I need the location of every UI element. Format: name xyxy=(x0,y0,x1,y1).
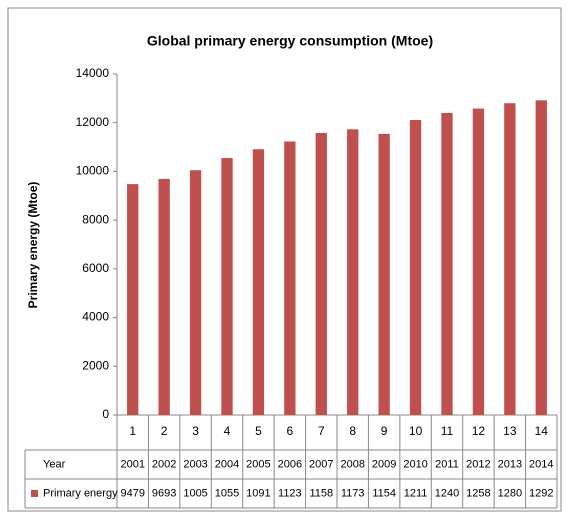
table-value: 1173 xyxy=(341,487,365,499)
table-year: 2012 xyxy=(466,458,490,470)
table-value: 1091 xyxy=(246,487,270,499)
bar xyxy=(221,158,233,415)
x-tick-label: 6 xyxy=(287,424,294,438)
table-value: 1258 xyxy=(466,487,490,499)
x-tick-label: 4 xyxy=(224,424,231,438)
x-tick-label: 9 xyxy=(381,424,388,438)
table-value: 1280 xyxy=(498,487,522,499)
x-tick-label: 1 xyxy=(129,424,136,438)
y-tick-label: 14000 xyxy=(76,66,110,80)
y-tick-label: 12000 xyxy=(76,115,110,129)
bar xyxy=(158,178,170,415)
table-row-label: Year xyxy=(43,458,66,470)
bar xyxy=(378,133,390,415)
table-year: 2005 xyxy=(246,458,270,470)
x-tick-label: 3 xyxy=(192,424,199,438)
bar xyxy=(252,149,265,416)
table-year: 2006 xyxy=(278,458,302,470)
bar xyxy=(347,129,359,415)
x-tick-label: 12 xyxy=(472,424,486,438)
table-value: 1292 xyxy=(529,487,553,499)
table-year: 2003 xyxy=(183,458,207,470)
y-axis-label: Primary energy (Mtoe) xyxy=(26,182,40,309)
x-tick-label: 13 xyxy=(503,424,517,438)
table-value: 1154 xyxy=(372,487,396,499)
y-tick-label: 10000 xyxy=(76,164,110,178)
table-year: 2011 xyxy=(435,458,459,470)
y-tick-label: 2000 xyxy=(82,358,109,372)
bar xyxy=(441,112,453,415)
table-year: 2013 xyxy=(498,458,522,470)
table-value: 1240 xyxy=(435,487,459,499)
table-value: 1055 xyxy=(215,487,239,499)
bar xyxy=(472,108,485,415)
table-value: 1005 xyxy=(183,487,207,499)
table-value: 1123 xyxy=(278,487,302,499)
table-year: 2010 xyxy=(403,458,427,470)
table-year: 2001 xyxy=(120,458,144,470)
y-tick-label: 8000 xyxy=(82,212,109,226)
legend-swatch xyxy=(31,490,38,497)
x-tick-label: 10 xyxy=(409,424,423,438)
bar xyxy=(127,184,139,415)
bar xyxy=(535,100,547,415)
chart-title: Global primary energy consumption (Mtoe) xyxy=(147,33,433,49)
table-year: 2002 xyxy=(152,458,176,470)
bar xyxy=(189,170,202,415)
y-tick-label: 0 xyxy=(102,407,109,421)
table-year: 2008 xyxy=(340,458,364,470)
y-tick-label: 6000 xyxy=(82,261,109,275)
table-year: 2009 xyxy=(372,458,396,470)
table-value: 1211 xyxy=(404,487,428,499)
x-tick-label: 7 xyxy=(318,424,325,438)
bar xyxy=(504,103,516,415)
table-year: 2014 xyxy=(529,458,553,470)
x-tick-label: 8 xyxy=(349,424,356,438)
table-year: 2007 xyxy=(309,458,333,470)
y-tick-label: 4000 xyxy=(82,310,109,324)
bar xyxy=(315,132,327,416)
bar xyxy=(284,141,296,415)
table-value: 9693 xyxy=(152,487,176,499)
x-tick-label: 11 xyxy=(441,424,454,438)
table-value: 9479 xyxy=(120,487,144,499)
bar xyxy=(409,120,422,415)
x-tick-label: 14 xyxy=(535,424,549,438)
table-value: 1158 xyxy=(309,487,333,499)
legend-label: Primary energy xyxy=(43,487,118,499)
x-tick-label: 5 xyxy=(255,424,262,438)
table-year: 2004 xyxy=(215,458,239,470)
x-tick-label: 2 xyxy=(161,424,168,438)
